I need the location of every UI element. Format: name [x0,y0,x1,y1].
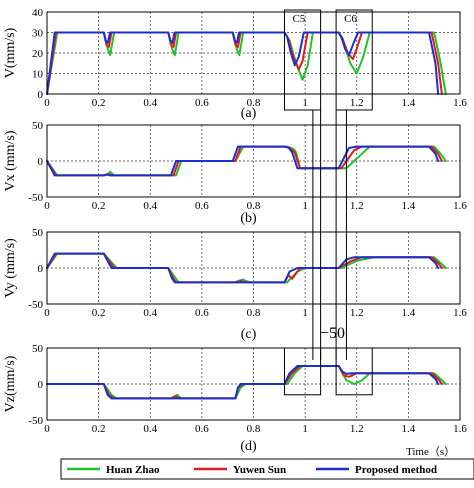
x-axis-label: Time（s） [406,445,455,458]
legend: Huan Zhao Yuwen Sun Proposed method [60,458,474,480]
x-tick-label: 1 [302,307,308,319]
y-tick-label: -50 [28,192,43,204]
x-tick-label: 0 [44,423,50,435]
x-tick-label: 0.2 [92,200,106,212]
x-tick-label: 0.4 [143,200,157,212]
x-tick-label: 0.6 [195,200,209,212]
legend-label-huan-zhao: Huan Zhao [106,464,160,476]
panel-1: 0 10 20 30 40 0 0.2 0.4 0.6 0.8 1 1.2 1.4 1.6 V(mm/s) (… [3,7,467,121]
y-tick-label: 10 [32,69,44,81]
x-tick-label: 0.2 [92,423,106,435]
legend-entry-yuwen-sun: Yuwen Sun [194,464,286,476]
legend-entry-proposed-method: Proposed method [316,464,437,476]
series-line-proposed-method [46,145,440,177]
legend-entry-huan-zhao: Huan Zhao [67,464,160,476]
y-tick-label: 40 [32,7,44,19]
x-tick-label: 1.2 [350,307,364,319]
callout-box [283,9,322,111]
y-tick-label: 0 [38,379,44,391]
x-tick-label: 1.2 [350,97,364,109]
x-tick-label: 1 [302,97,308,109]
x-tick-label: 0.4 [143,423,157,435]
series-line-huan-zhao [46,145,447,177]
x-tick-label: 0.2 [92,307,106,319]
x-tick-label: 0.8 [247,307,261,319]
x-tick-label: 0 [44,307,50,319]
x-tick-label: 0 [44,97,50,109]
x-tick-label: 0.2 [92,97,106,109]
x-tick-label: 1 [302,200,308,212]
callout-label: C5 [292,13,305,25]
callout-box [335,347,373,396]
series-line-proposed-method [46,365,440,400]
y-axis-label: Vx (mm/s) [3,130,18,191]
plot-frame [46,124,461,198]
y-tick-label: 0 [38,156,44,168]
x-tick-label: 1.6 [453,307,467,319]
y-axis-label: V(mm/s) [3,27,18,78]
plot-frame [46,11,461,95]
overlay [312,110,347,360]
overlay-annotation: −50 [320,325,345,342]
y-tick-label: 50 [32,120,44,132]
panel-label: (c) [241,327,257,342]
series-line-proposed-method [46,252,440,284]
x-tick-label: 0.6 [195,307,209,319]
legend-label-yuwen-sun: Yuwen Sun [233,464,286,476]
x-tick-label: 1.6 [453,200,467,212]
plot-frame [46,231,461,305]
x-tick-label: 1.4 [402,97,416,109]
callout-box [335,9,373,111]
y-tick-label: -50 [28,415,43,427]
y-axis-label: Vy (mm/s) [3,238,18,298]
x-tick-label: 1.2 [350,200,364,212]
plot-frame [46,347,461,421]
x-tick-label: 1 [302,423,308,435]
y-tick-label: 50 [32,227,44,239]
x-tick-label: 0.4 [143,97,157,109]
panel-label: (d) [240,439,257,454]
x-tick-label: 0.8 [247,97,261,109]
x-tick-label: 1.6 [453,423,467,435]
x-tick-label: 1.4 [402,200,416,212]
y-tick-label: 50 [32,343,44,355]
legend-box [60,458,474,480]
y-tick-label: 20 [32,48,44,60]
x-tick-label: 0 [44,200,50,212]
y-tick-label: 0 [38,89,44,101]
x-tick-label: 0.6 [195,97,209,109]
legend-label-proposed-method: Proposed method [355,464,437,476]
x-tick-label: 1.6 [453,97,467,109]
y-tick-label: 0 [38,263,44,275]
x-tick-label: 0.6 [195,423,209,435]
x-tick-label: 1.2 [350,423,364,435]
x-tick-label: 0.4 [143,307,157,319]
y-tick-label: -50 [28,299,43,311]
callout-box [283,347,322,396]
panel-label: (b) [240,211,257,226]
y-tick-label: 30 [32,28,44,40]
panel-label: (a) [241,106,257,121]
x-tick-label: 1.4 [402,423,416,435]
x-tick-label: 0.8 [247,423,261,435]
x-tick-label: 0.8 [247,200,261,212]
callout-label: C6 [344,13,357,25]
y-axis-label: Vz(mm/s) [3,355,18,412]
x-tick-label: 1.4 [402,307,416,319]
